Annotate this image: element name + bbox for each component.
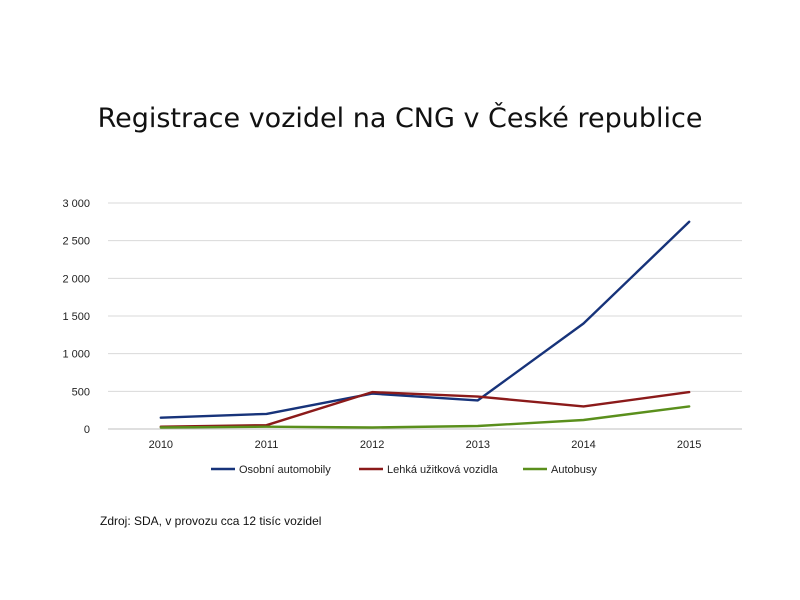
x-axis-ticks: 2010 2011 2012 2013 2014 2015	[149, 439, 702, 451]
x-tick-label: 2011	[255, 439, 279, 451]
x-tick-label: 2015	[677, 439, 701, 451]
y-tick-label: 0	[84, 424, 90, 436]
legend: Osobní automobily Lehká užitková vozidla A…	[211, 464, 597, 476]
chart-title: Registrace vozidel na CNG v České republ…	[97, 103, 703, 134]
y-tick-label: 500	[72, 386, 90, 398]
y-tick-label: 1 000	[62, 349, 90, 361]
source-note: Zdroj: SDA, v provozu cca 12 tisíc vozid…	[100, 514, 322, 528]
y-tick-label: 2 000	[62, 273, 90, 285]
legend-label: Osobní automobily	[239, 464, 331, 476]
x-tick-label: 2013	[466, 439, 490, 451]
y-tick-label: 2 500	[62, 236, 90, 248]
y-tick-label: 3 000	[62, 198, 90, 210]
y-axis-ticks: 0 500 1 000 1 500 2 000 2 500 3 000	[62, 198, 90, 436]
y-tick-label: 1 500	[62, 311, 90, 323]
series-line-2	[159, 390, 691, 428]
series-line-1	[159, 220, 691, 419]
x-tick-label: 2014	[571, 439, 595, 451]
series-lines	[159, 220, 691, 429]
legend-label: Autobusy	[551, 464, 597, 476]
series-line-3	[159, 405, 691, 429]
x-tick-label: 2012	[360, 439, 384, 451]
grid-lines	[108, 202, 742, 430]
x-tick-label: 2010	[149, 439, 173, 451]
legend-label: Lehká užitková vozidla	[387, 464, 499, 476]
